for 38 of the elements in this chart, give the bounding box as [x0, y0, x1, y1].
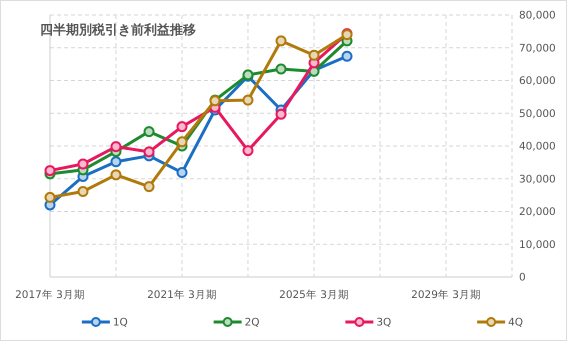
point	[44, 192, 56, 203]
y-tick-label: 50,000	[519, 108, 556, 120]
x-tick-label: 2017年 3月期	[15, 289, 85, 301]
point	[242, 145, 254, 156]
point	[44, 165, 56, 176]
y-tick-label: 70,000	[519, 42, 556, 54]
point	[110, 169, 122, 180]
x-tick-label: 2021年 3月期	[147, 289, 217, 301]
point	[144, 146, 155, 158]
point	[176, 121, 188, 132]
x-tick-label: 2025年 3月期	[279, 289, 349, 301]
point	[176, 136, 188, 148]
text: 四半期別税引き前利益推移	[40, 22, 196, 38]
point	[276, 64, 287, 75]
y-tick-label: 80,000	[519, 10, 556, 22]
legend-label: 1Q	[112, 316, 128, 329]
y-tick-label: 30,000	[519, 173, 556, 186]
x-tick-label: 2029年 3月期	[411, 289, 481, 301]
y-tick-label: 60,000	[519, 75, 556, 88]
y-tick-label: 40,000	[519, 140, 556, 153]
point	[342, 50, 353, 62]
point	[77, 158, 88, 170]
y-tick-label: 10,000	[519, 238, 556, 251]
point	[77, 186, 88, 198]
point	[242, 94, 254, 106]
point	[276, 108, 287, 120]
point	[176, 167, 188, 178]
legend-label: 3Q	[376, 316, 392, 329]
point	[144, 126, 155, 138]
y-tick-label: 20,000	[519, 206, 556, 218]
point	[276, 35, 287, 46]
legend-label: 2Q	[244, 316, 260, 329]
point	[110, 141, 122, 152]
legend-label: 4Q	[508, 316, 524, 329]
y-tick-label: 0	[519, 272, 526, 284]
point	[144, 181, 155, 192]
point	[110, 156, 122, 168]
point	[308, 50, 320, 61]
